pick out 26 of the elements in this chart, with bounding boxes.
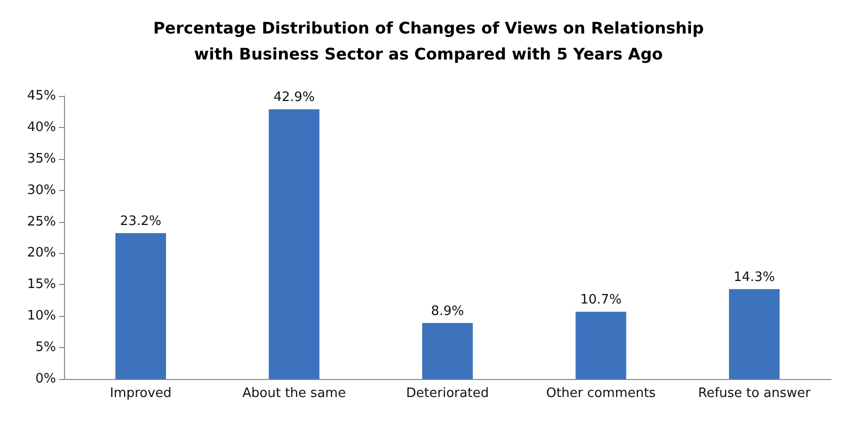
y-tick-label: 10%: [27, 308, 56, 324]
y-tick-label: 20%: [27, 246, 56, 261]
x-tick-label: Deteriorated: [406, 386, 489, 401]
x-tick-label: Other comments: [546, 386, 656, 401]
y-tick-label: 30%: [27, 182, 56, 198]
x-tick-label: Improved: [110, 386, 172, 401]
data-label: 10.7%: [580, 292, 622, 308]
y-tick-label: 0%: [35, 372, 56, 386]
bar: [268, 109, 320, 379]
y-tick-label: 25%: [27, 214, 56, 230]
y-tick-label: 15%: [27, 277, 56, 292]
bar: [115, 233, 166, 379]
bar: [422, 323, 473, 379]
bar: [576, 312, 626, 379]
x-tick-label: Refuse to answer: [698, 386, 812, 401]
bar: [728, 289, 780, 379]
data-label: 8.9%: [430, 304, 464, 320]
y-tick-label: 5%: [35, 340, 56, 356]
y-tick-label: 40%: [27, 120, 56, 135]
data-label: 23.2%: [120, 214, 162, 230]
data-label: 42.9%: [273, 90, 315, 106]
chart-title: Percentage Distribution of Changes of Views on Relationship with Business Sector as Compared with 5 Years Ago: [153, 18, 704, 64]
data-label: 14.3%: [734, 270, 775, 286]
x-tick-label: About the same: [242, 386, 346, 401]
y-tick-label: 35%: [27, 151, 56, 166]
y-tick-label: 45%: [27, 88, 56, 104]
